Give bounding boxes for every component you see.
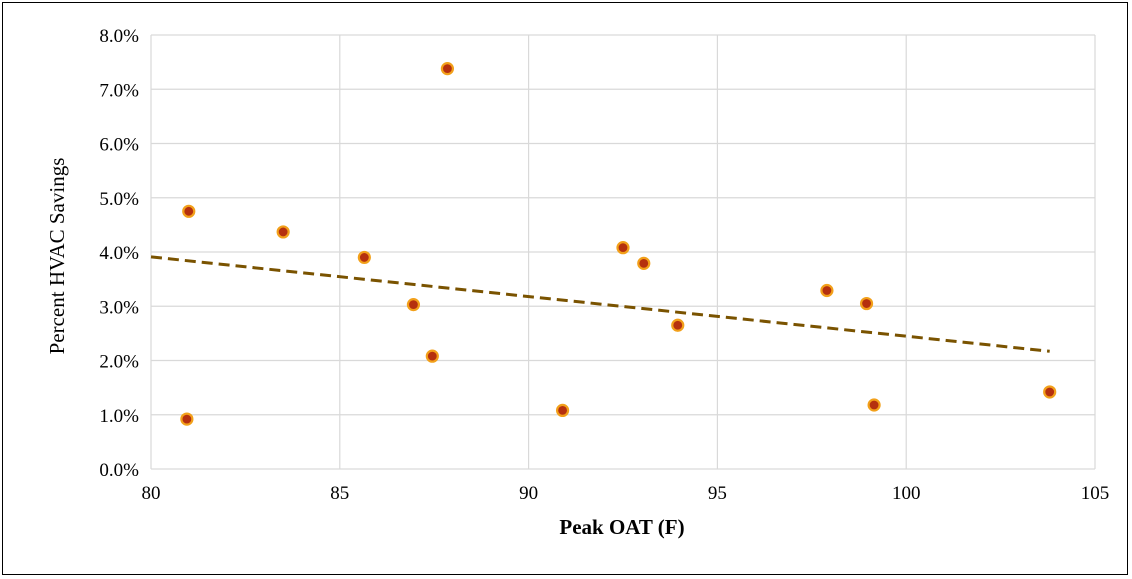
y-tick-label-7: 7.0% (99, 80, 139, 101)
data-point-13 (867, 398, 881, 412)
data-point-0 (180, 412, 194, 426)
gridlines (151, 34, 1096, 469)
data-point-14 (1043, 385, 1057, 399)
y-tick-label-0: 0.0% (99, 460, 139, 481)
data-point-4 (406, 298, 421, 312)
y-tick-label-2: 2.0% (99, 352, 139, 373)
trendline (150, 255, 1050, 353)
x-tick-label-0: 80 (142, 483, 161, 504)
data-point-6 (440, 62, 455, 76)
data-point-9 (637, 256, 651, 270)
y-tick-label-1: 1.0% (99, 406, 139, 427)
y-tick-label-5: 5.0% (99, 189, 139, 210)
x-tick-label-4: 100 (892, 483, 921, 504)
x-tick-label-3: 95 (708, 483, 727, 504)
x-tick-label-2: 90 (519, 483, 538, 504)
trendline-layer (150, 255, 1050, 353)
data-point-1 (182, 204, 196, 218)
data-point-3 (357, 250, 371, 265)
y-tick-label-6: 6.0% (99, 135, 139, 156)
data-point-12 (859, 296, 874, 311)
y-tick-label-4: 4.0% (99, 243, 139, 264)
x-tick-label-1: 85 (330, 483, 349, 504)
y-tick-label-8: 8.0% (99, 26, 139, 47)
x-tick-label-5: 105 (1081, 483, 1110, 504)
data-point-7 (555, 403, 570, 418)
tick-labels: 0.0% 1.0% 2.0% 3.0% 4.0% 5.0% 6.0% 7.0% 8.0% 80 85… (99, 26, 1109, 504)
axes (150, 35, 1095, 470)
data-point-5 (425, 349, 439, 363)
data-point-11 (820, 283, 834, 298)
data-points (180, 62, 1057, 426)
data-point-2 (276, 225, 290, 239)
y-tick-label-3: 3.0% (99, 297, 139, 318)
x-axis-title: Peak OAT (F) (559, 515, 684, 539)
data-point-10 (671, 318, 685, 332)
data-point-8 (616, 241, 630, 255)
y-axis-title: Percent HVAC Savings (45, 158, 69, 355)
